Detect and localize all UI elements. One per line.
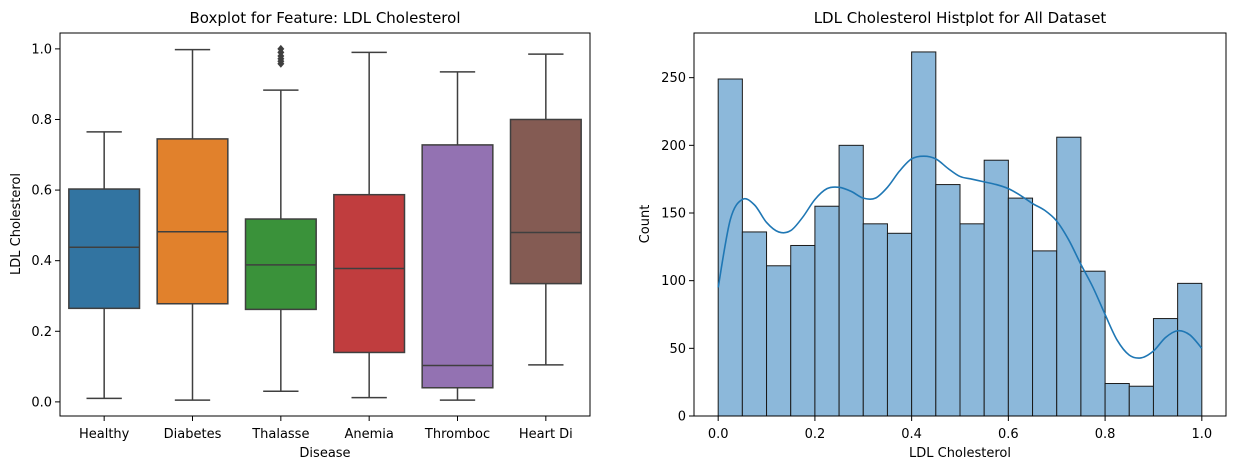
y-tick-label: 200 [661,139,686,154]
x-tick-label: Anemia [344,427,393,442]
y-tick-label: 0.0 [31,395,52,410]
histogram-bar [1080,270,1106,417]
histogram-bar [886,232,913,417]
x-tick-label: Heart Di [519,427,573,442]
histogram-bar [766,265,792,417]
histogram-bar [983,159,1009,417]
x-tick-label: 0.6 [998,427,1019,442]
x-tick-label: 0.8 [1095,427,1116,442]
histogram-bar [790,244,816,417]
y-tick-label: 150 [661,206,686,221]
y-tick-label: 0.4 [31,254,52,269]
y-tick-label: 100 [661,274,686,289]
boxplot-title: Boxplot for Feature: LDL Cholesterol [190,9,461,27]
outlier-point [277,44,285,53]
box-thromboc [421,144,494,389]
boxplot-frame [59,32,591,417]
y-tick-label: 1.0 [31,42,52,57]
y-tick-label: 50 [669,342,686,357]
histogram-bar [959,223,985,417]
boxplot-chart: Boxplot for Feature: LDL Cholesterol Hea… [9,9,591,461]
histogram-bar [717,78,743,417]
histogram-bar [862,223,888,417]
x-tick-label: Diabetes [164,427,222,442]
x-tick-label: Thalasse [251,427,309,442]
boxplot-ylabel: LDL Cholesterol [9,173,24,275]
box-heart-di [509,118,582,285]
box-anemia [333,193,406,354]
histogram-plot-area: 0.0 0.2 0.4 0.6 0.8 1.0 0 50 100 150 200 250 [661,51,1212,442]
y-tick-label: 0.8 [31,113,52,128]
x-tick-label: Healthy [79,427,130,442]
histogram-bar [741,231,768,417]
histogram-bar [911,51,937,417]
histogram-bar [1056,136,1082,417]
box-healthy [68,188,141,310]
histogram-bar [838,144,864,417]
x-tick-label: 0.4 [901,427,922,442]
x-tick-label: 0.2 [805,427,826,442]
box-diabetes [156,138,229,305]
histogram-title: LDL Cholesterol Histplot for All Dataset [814,9,1107,27]
histogram-bar [814,205,840,417]
x-tick-label: 1.0 [1191,427,1212,442]
histogram-bar [1177,282,1203,417]
histogram-bar [1152,318,1179,417]
y-tick-label: 0.2 [31,325,52,340]
histogram-frame [693,32,1227,417]
kde-curve [717,155,1203,359]
histogram-chart: LDL Cholesterol Histplot for All Dataset… [638,9,1227,461]
histogram-bar [1104,383,1130,417]
y-tick-label: 250 [661,71,686,86]
histogram-xlabel: LDL Cholesterol [909,446,1011,461]
histogram-bar [1007,197,1034,417]
histogram-ylabel: Count [638,205,653,244]
x-tick-label: Thromboc [424,427,490,442]
y-tick-label: 0 [678,410,686,425]
y-tick-label: 0.6 [31,184,52,199]
boxplot-xlabel: Disease [299,446,350,461]
x-tick-label: 0.0 [708,427,729,442]
histogram-bar [1032,250,1058,417]
histogram-bar [1128,385,1154,417]
histogram-bar [935,184,961,417]
boxplot-plot-area: Healthy Diabetes Thalasse Anemia Thromboc Hea… [31,42,582,442]
